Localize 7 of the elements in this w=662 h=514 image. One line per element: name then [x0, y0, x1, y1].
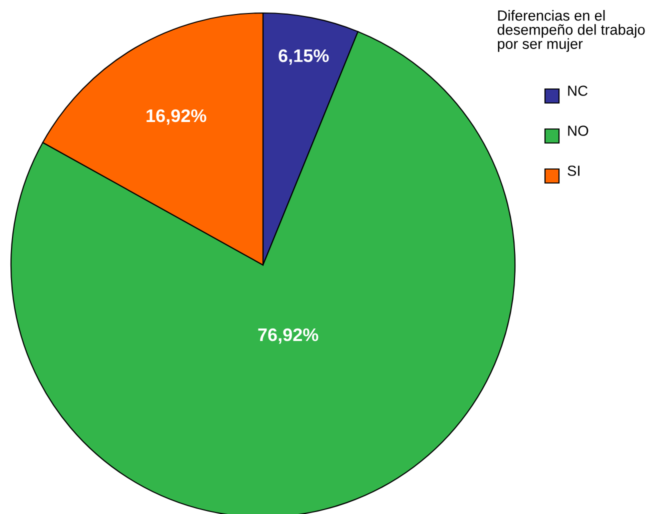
legend-label: NC	[568, 86, 588, 96]
data-label: 6,15%	[278, 49, 329, 65]
data-label: 16,92%	[146, 109, 206, 125]
legend-label: NO	[568, 126, 588, 136]
data-label: 76,92%	[258, 328, 318, 344]
legend-label: SI	[568, 166, 580, 176]
legend-title: Diferencias en el desempeño del trabajo por ser mujer	[498, 10, 645, 52]
